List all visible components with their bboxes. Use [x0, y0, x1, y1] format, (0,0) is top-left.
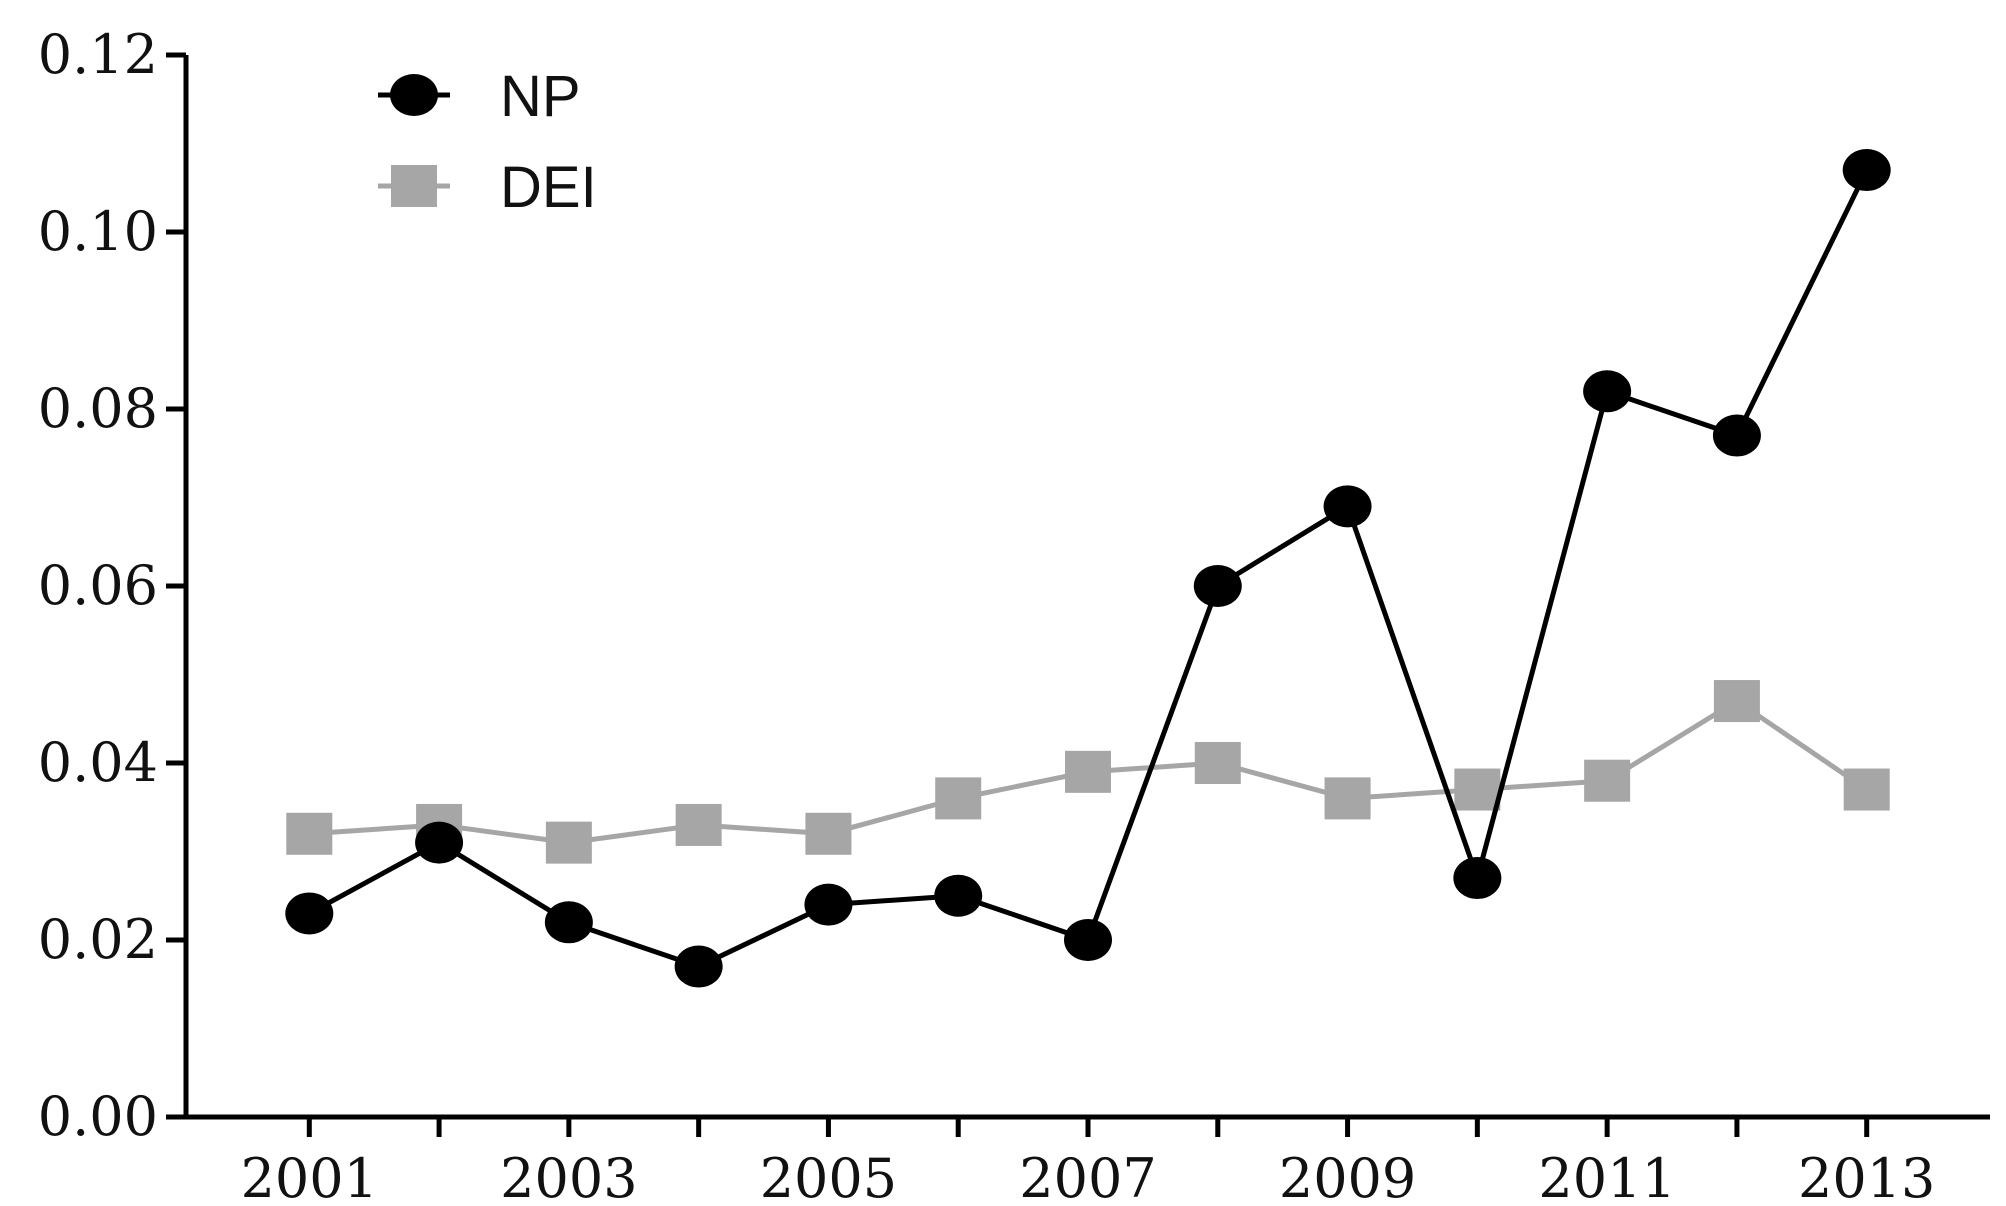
y-tick-label: 0.00: [38, 1085, 158, 1148]
y-tick-label: 0.06: [38, 554, 158, 617]
series-dei-point: [1843, 768, 1890, 811]
series-dei-point: [1194, 742, 1241, 784]
series-np-point: [1323, 485, 1372, 528]
series-np-point: [415, 821, 464, 864]
series-np-point: [1712, 414, 1761, 457]
axes: 0.00 0.02 0.04 0.06 0.08 0.10 0.12 2001 2003 2005…: [38, 23, 1990, 1206]
series-np-point: [1453, 857, 1502, 900]
series-np-point: [544, 901, 593, 944]
y-tick-label: 0.10: [38, 200, 158, 263]
legend-dei-marker: [391, 165, 437, 207]
series-np-point: [934, 874, 983, 917]
series-dei-point: [286, 812, 333, 855]
series-dei-point: [1324, 777, 1371, 820]
series-dei-point: [675, 803, 722, 846]
y-tick-label: 0.08: [38, 377, 158, 440]
series-dei-point: [1584, 759, 1631, 802]
legend-dei-label: DEI: [500, 155, 597, 220]
legend-np-marker: [390, 74, 438, 116]
series-np-line: [308, 168, 1869, 970]
y-tick-label: 0.12: [38, 23, 158, 86]
legend-np-label: NP: [500, 64, 581, 129]
series-np-point: [1193, 565, 1242, 607]
y-tick-label: 0.02: [38, 908, 158, 971]
series-np-point: [674, 945, 723, 988]
series-np-point: [804, 883, 853, 926]
x-tick-label: 2009: [1279, 1147, 1416, 1206]
x-tick-label: 2005: [760, 1147, 897, 1206]
x-tick-label: 2001: [241, 1147, 378, 1206]
series-np-point: [1842, 149, 1891, 192]
series-np-point: [1583, 370, 1632, 413]
series-dei-point: [545, 821, 592, 864]
x-tick-label: 2003: [500, 1147, 637, 1206]
series-layer: [285, 149, 1891, 988]
y-tick-label: 0.04: [38, 731, 158, 794]
series-np-point: [1064, 919, 1112, 961]
series-dei-point: [935, 777, 982, 820]
legend: NP DEI: [378, 64, 597, 220]
x-tick-label: 2011: [1538, 1147, 1675, 1206]
series-dei-point: [805, 812, 852, 855]
series-dei-point: [1713, 680, 1760, 723]
x-tick-label: 2013: [1798, 1147, 1935, 1206]
x-tick-label: 2007: [1019, 1147, 1156, 1206]
series-dei-point: [1454, 768, 1501, 811]
series-np-point: [285, 892, 334, 935]
series-dei-point: [1065, 750, 1111, 793]
